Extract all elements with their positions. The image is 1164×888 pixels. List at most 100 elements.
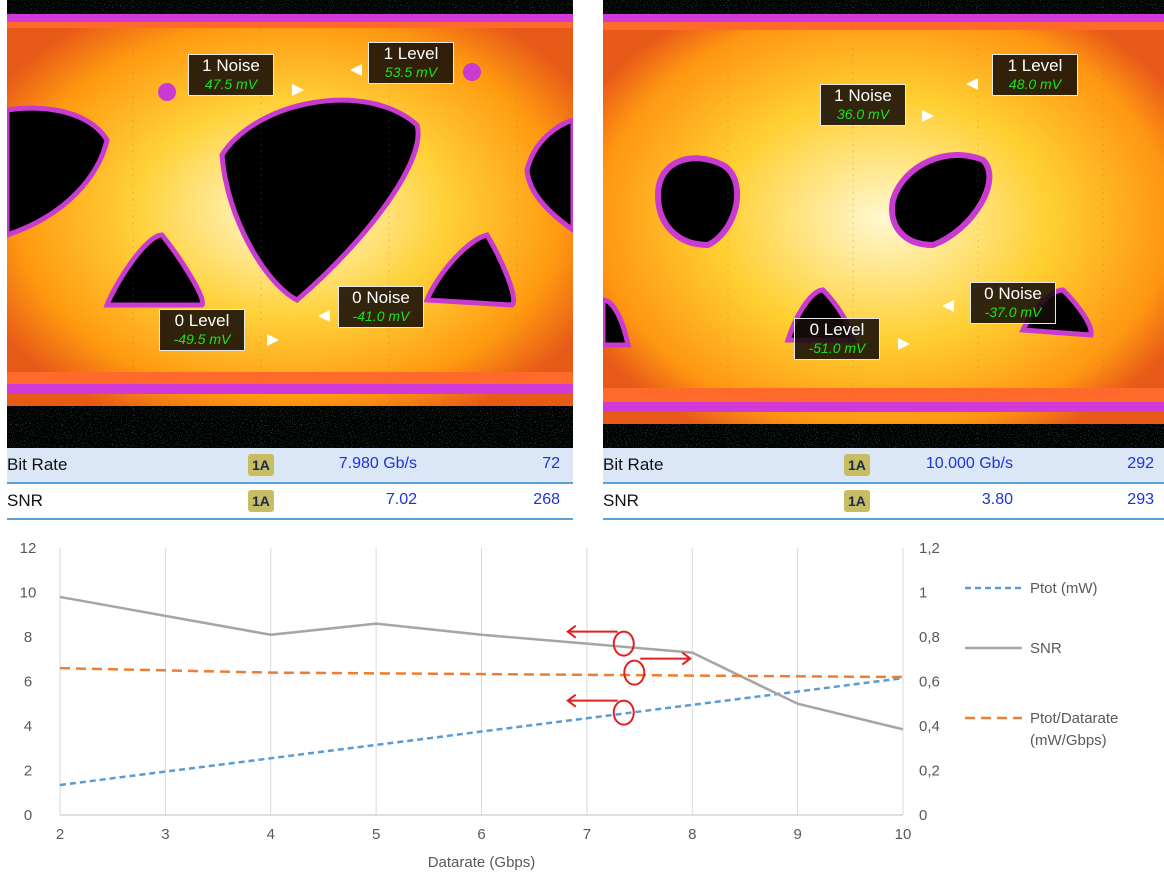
y-tick-label: 8	[24, 629, 32, 646]
x-tick-label: 2	[56, 826, 64, 843]
y2-tick-label: 0,8	[919, 629, 940, 646]
arrow-right-icon	[681, 651, 692, 666]
chart-ticks: 2 3 4 5 6 7 8 9 10 0 2 4 6 8 10 12 0 0,2 0,4 0,6 0,8 1 1,2	[20, 540, 940, 843]
marker-label: 0 Level	[809, 320, 865, 339]
arrow-left-icon	[350, 64, 362, 76]
marker-value: 48.0 mV	[1008, 76, 1062, 92]
measurement-table-left: Bit Rate 1A 7.980 Gb/s 72 SNR 1A 7.02 26…	[7, 448, 573, 520]
measurement-value: 7.980 Gb/s	[338, 455, 417, 472]
measurement-name: Bit Rate	[7, 455, 68, 474]
marker-zero-noise: 0 Noise -37.0 mV	[970, 282, 1056, 324]
legend-label: (mW/Gbps)	[1030, 732, 1107, 749]
marker-one-noise: 1 Noise 36.0 mV	[820, 84, 906, 126]
y2-tick-label: 0,4	[919, 718, 940, 735]
arrow-left-icon	[966, 78, 978, 90]
measurement-name: SNR	[603, 491, 639, 510]
axis-indicator-circle	[612, 699, 635, 726]
marker-label: 0 Noise	[352, 288, 410, 307]
marker-label: 1 Level	[383, 44, 439, 63]
measurement-value: 3.80	[981, 491, 1013, 508]
y-tick-label: 10	[20, 585, 37, 602]
arrow-left-icon	[566, 693, 577, 708]
chart-series	[59, 595, 904, 787]
y-tick-label: 4	[24, 718, 32, 735]
table-row[interactable]: SNR 1A 3.80 293	[603, 484, 1164, 520]
y-tick-label: 12	[20, 540, 37, 557]
series-line	[59, 676, 904, 787]
marker-value: -41.0 mV	[352, 308, 410, 324]
eye-diagram-left-plot	[7, 0, 573, 448]
marker-label: 0 Level	[174, 311, 230, 330]
chart-grid	[59, 548, 904, 816]
eye-diagram-right: 1 Noise 36.0 mV 1 Level 48.0 mV 0 Noise …	[603, 0, 1164, 448]
y2-tick-label: 0	[919, 807, 927, 824]
arrow-left-icon	[942, 300, 954, 312]
arrow-left-icon	[566, 624, 577, 639]
series-line	[59, 595, 904, 731]
datarate-chart-svg: 2 3 4 5 6 7 8 9 10 0 2 4 6 8 10 12 0 0,2 0,4 0,6 0,8 1 1,2 Dat…	[20, 540, 1119, 871]
x-tick-label: 7	[583, 826, 591, 843]
series-line	[59, 666, 904, 679]
arrow-right-icon	[898, 338, 910, 350]
table-row[interactable]: Bit Rate 1A 7.980 Gb/s 72	[7, 448, 573, 484]
measurement-value: 10.000 Gb/s	[925, 455, 1013, 472]
y2-tick-label: 1	[919, 585, 927, 602]
chart-annotations	[566, 624, 692, 726]
x-tick-label: 3	[161, 826, 169, 843]
datarate-chart: 2 3 4 5 6 7 8 9 10 0 2 4 6 8 10 12 0 0,2 0,4 0,6 0,8 1 1,2 Dat…	[0, 528, 1164, 888]
legend-label: Ptot/Datarate	[1030, 710, 1118, 727]
marker-one-level: 1 Level 48.0 mV	[992, 54, 1078, 96]
measurement-count: 268	[533, 491, 560, 508]
x-tick-label: 9	[793, 826, 801, 843]
marker-one-noise: 1 Noise 47.5 mV	[188, 54, 274, 96]
y-tick-label: 0	[24, 807, 32, 824]
arrow-right-icon	[292, 84, 304, 96]
marker-value: -37.0 mV	[984, 304, 1042, 320]
axis-indicator-circle	[623, 659, 646, 686]
channel-badge: 1A	[844, 490, 870, 512]
marker-value: -51.0 mV	[808, 340, 866, 356]
y2-tick-label: 1,2	[919, 540, 940, 557]
measurement-value: 7.02	[385, 491, 417, 508]
x-tick-label: 5	[372, 826, 380, 843]
measurement-name: SNR	[7, 491, 43, 510]
chart-legend: Ptot (mW) SNR Ptot/Datarate (mW/Gbps)	[965, 580, 1118, 749]
marker-label: 1 Level	[1007, 56, 1063, 75]
table-row[interactable]: SNR 1A 7.02 268	[7, 484, 573, 520]
eye-diagram-right-plot	[603, 0, 1164, 448]
arrow-left-icon	[318, 310, 330, 322]
marker-label: 0 Noise	[984, 284, 1042, 303]
legend-label: SNR	[1030, 640, 1062, 657]
x-tick-label: 10	[895, 826, 912, 843]
eye-diagram-left: 1 Noise 47.5 mV 1 Level 53.5 mV 0 Noise …	[7, 0, 573, 448]
measurement-name: Bit Rate	[603, 455, 664, 474]
marker-zero-level: 0 Level -49.5 mV	[159, 309, 245, 351]
y2-tick-label: 0,6	[919, 674, 940, 691]
marker-zero-level: 0 Level -51.0 mV	[794, 318, 880, 360]
marker-one-level: 1 Level 53.5 mV	[368, 42, 454, 84]
y-tick-label: 6	[24, 674, 32, 691]
channel-badge: 1A	[248, 490, 274, 512]
marker-label: 1 Noise	[834, 86, 892, 105]
marker-value: 36.0 mV	[836, 106, 890, 122]
measurement-count: 292	[1127, 455, 1154, 472]
table-row[interactable]: Bit Rate 1A 10.000 Gb/s 292	[603, 448, 1164, 484]
marker-value: 53.5 mV	[384, 64, 438, 80]
measurement-count: 72	[542, 455, 560, 472]
axis-indicator-circle	[612, 630, 635, 657]
x-tick-label: 6	[477, 826, 485, 843]
legend-label: Ptot (mW)	[1030, 580, 1098, 597]
channel-badge: 1A	[248, 454, 274, 476]
x-tick-label: 4	[267, 826, 275, 843]
channel-badge: 1A	[844, 454, 870, 476]
x-axis-title: Datarate (Gbps)	[428, 854, 536, 871]
y-tick-label: 2	[24, 763, 32, 780]
marker-zero-noise: 0 Noise -41.0 mV	[338, 286, 424, 328]
measurement-table-right: Bit Rate 1A 10.000 Gb/s 292 SNR 1A 3.80 …	[603, 448, 1164, 520]
arrow-right-icon	[267, 334, 279, 346]
marker-value: -49.5 mV	[173, 331, 231, 347]
y2-tick-label: 0,2	[919, 763, 940, 780]
x-tick-label: 8	[688, 826, 696, 843]
marker-label: 1 Noise	[202, 56, 260, 75]
marker-value: 47.5 mV	[204, 76, 258, 92]
